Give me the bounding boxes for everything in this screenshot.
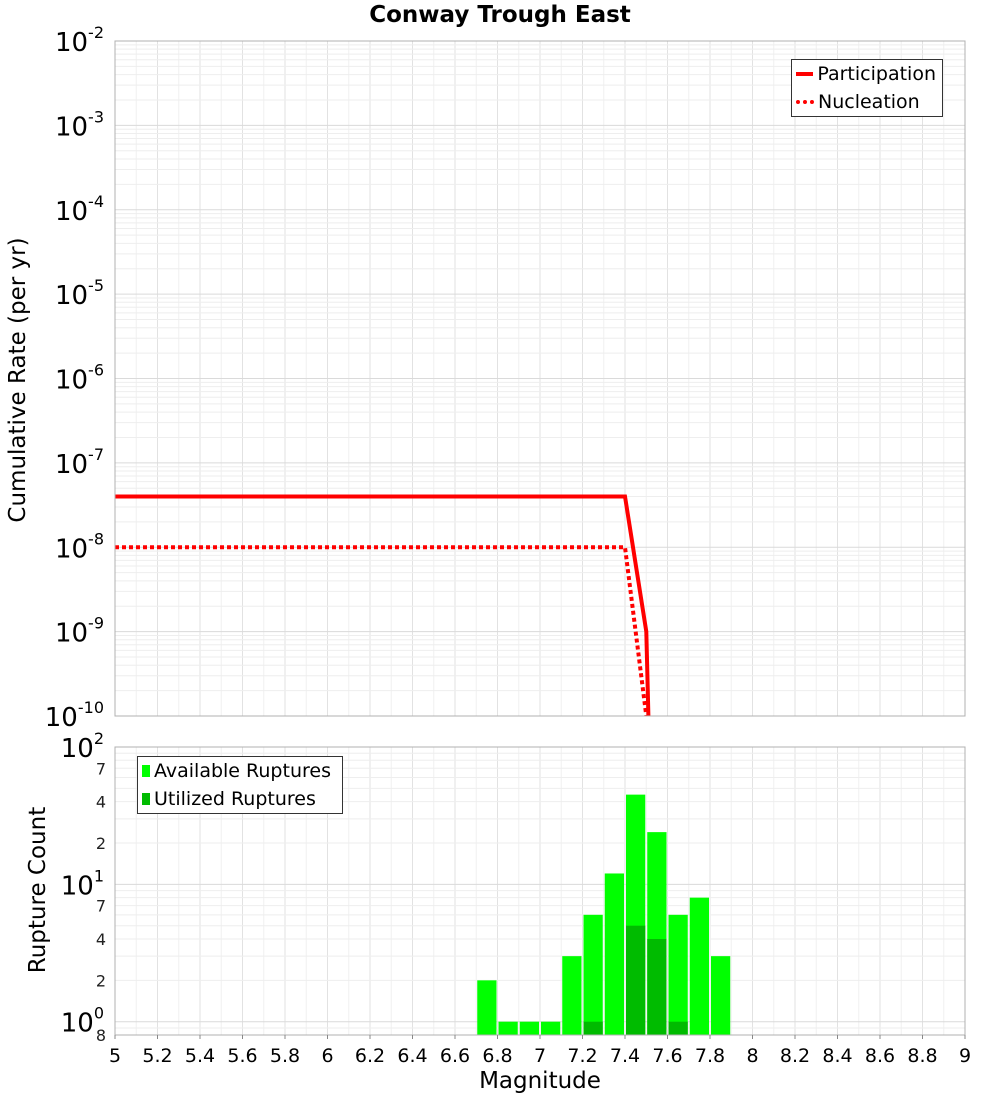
top-y-axis-label: Cumulative Rate (per yr) (5, 237, 31, 523)
bottom-y-tick-label: 2 (96, 971, 106, 990)
bar-available (477, 980, 497, 1035)
top-y-tick-label: 10-9 (55, 614, 104, 649)
bar-available (498, 1021, 518, 1035)
x-tick-label: 7.8 (695, 1045, 725, 1067)
legend-label-utilized: Utilized Ruptures (154, 788, 316, 810)
bottom-y-tick-label: 100 (61, 1004, 104, 1039)
bottom-legend: Available Ruptures Utilized Ruptures (137, 756, 343, 814)
top-y-tick-label: 10-6 (55, 361, 104, 396)
x-tick-label: 5 (109, 1045, 121, 1067)
bottom-y-tick-label: 4 (96, 793, 106, 812)
top-y-tick-label: 10-3 (55, 107, 104, 142)
nucleation-line (115, 545, 649, 717)
top-y-tick-label: 10-5 (55, 276, 104, 311)
x-tick-label: 5.2 (142, 1045, 172, 1067)
top-y-tick-label: 10-4 (55, 192, 104, 227)
legend-item-utilized: Utilized Ruptures (138, 785, 342, 813)
x-tick-label: 8.6 (865, 1045, 895, 1067)
x-tick-label: 7 (534, 1045, 546, 1067)
legend-item-available: Available Ruptures (138, 757, 342, 785)
top-y-tick-label: 10-7 (55, 445, 104, 480)
x-axis-label: Magnitude (479, 1068, 601, 1094)
x-tick-label: 7.4 (610, 1045, 640, 1067)
available-swatch (142, 765, 150, 777)
x-tick-label: 7.6 (652, 1045, 682, 1067)
x-tick-label: 6 (321, 1045, 333, 1067)
legend-label-available: Available Ruptures (154, 760, 331, 782)
legend-label-participation: Participation (817, 63, 936, 85)
top-y-tick-label: 10-8 (55, 529, 104, 564)
bar-utilized (583, 1021, 603, 1035)
bar-available (711, 956, 731, 1035)
x-tick-label: 5.4 (185, 1045, 215, 1067)
participation-line (115, 494, 651, 717)
bar-available (604, 873, 624, 1035)
bar-utilized (668, 1021, 688, 1035)
x-tick-label: 5.6 (227, 1045, 257, 1067)
bar-utilized (626, 925, 646, 1035)
x-tick-label: 6.4 (397, 1045, 427, 1067)
x-tick-label: 6.6 (440, 1045, 470, 1067)
bar-available (583, 914, 603, 1035)
x-tick-label: 8.2 (780, 1045, 810, 1067)
bar-utilized (647, 939, 667, 1035)
legend-label-nucleation: Nucleation (818, 91, 920, 113)
top-y-tick-label: 10-2 (55, 23, 104, 58)
bottom-y-tick-label: 8 (96, 1026, 106, 1045)
x-tick-label: 8 (746, 1045, 758, 1067)
top-legend: Participation Nucleation (791, 59, 943, 117)
bottom-y-tick-label: 101 (61, 866, 104, 901)
bottom-y-axis-label: Rupture Count (25, 806, 51, 974)
participation-swatch (796, 72, 814, 76)
bar-available (519, 1021, 539, 1035)
x-tick-label: 8.8 (907, 1045, 937, 1067)
bar-available (689, 897, 709, 1035)
bottom-y-tick-label: 4 (96, 930, 106, 949)
bar-available (562, 956, 582, 1035)
utilized-swatch (142, 793, 150, 805)
top-y-tick-label: 10-10 (45, 698, 104, 733)
legend-item-participation: Participation (792, 60, 942, 88)
x-tick-label: 6.2 (355, 1045, 385, 1067)
bottom-y-tick-label: 7 (96, 897, 106, 916)
legend-item-nucleation: Nucleation (792, 88, 942, 116)
x-tick-label: 8.4 (822, 1045, 852, 1067)
bottom-y-tick-label: 2 (96, 834, 106, 853)
top-plot-frame (114, 40, 966, 717)
x-tick-label: 5.8 (270, 1045, 300, 1067)
bottom-y-tick-label: 7 (96, 759, 106, 778)
bottom-y-tick-label: 102 (61, 729, 104, 764)
nucleation-swatch (796, 100, 814, 104)
bar-available (541, 1021, 561, 1035)
x-tick-label: 6.8 (482, 1045, 512, 1067)
x-tick-label: 9 (959, 1045, 971, 1067)
bar-available (668, 914, 688, 1035)
x-tick-label: 7.2 (567, 1045, 597, 1067)
chart-title: Conway Trough East (369, 2, 631, 28)
